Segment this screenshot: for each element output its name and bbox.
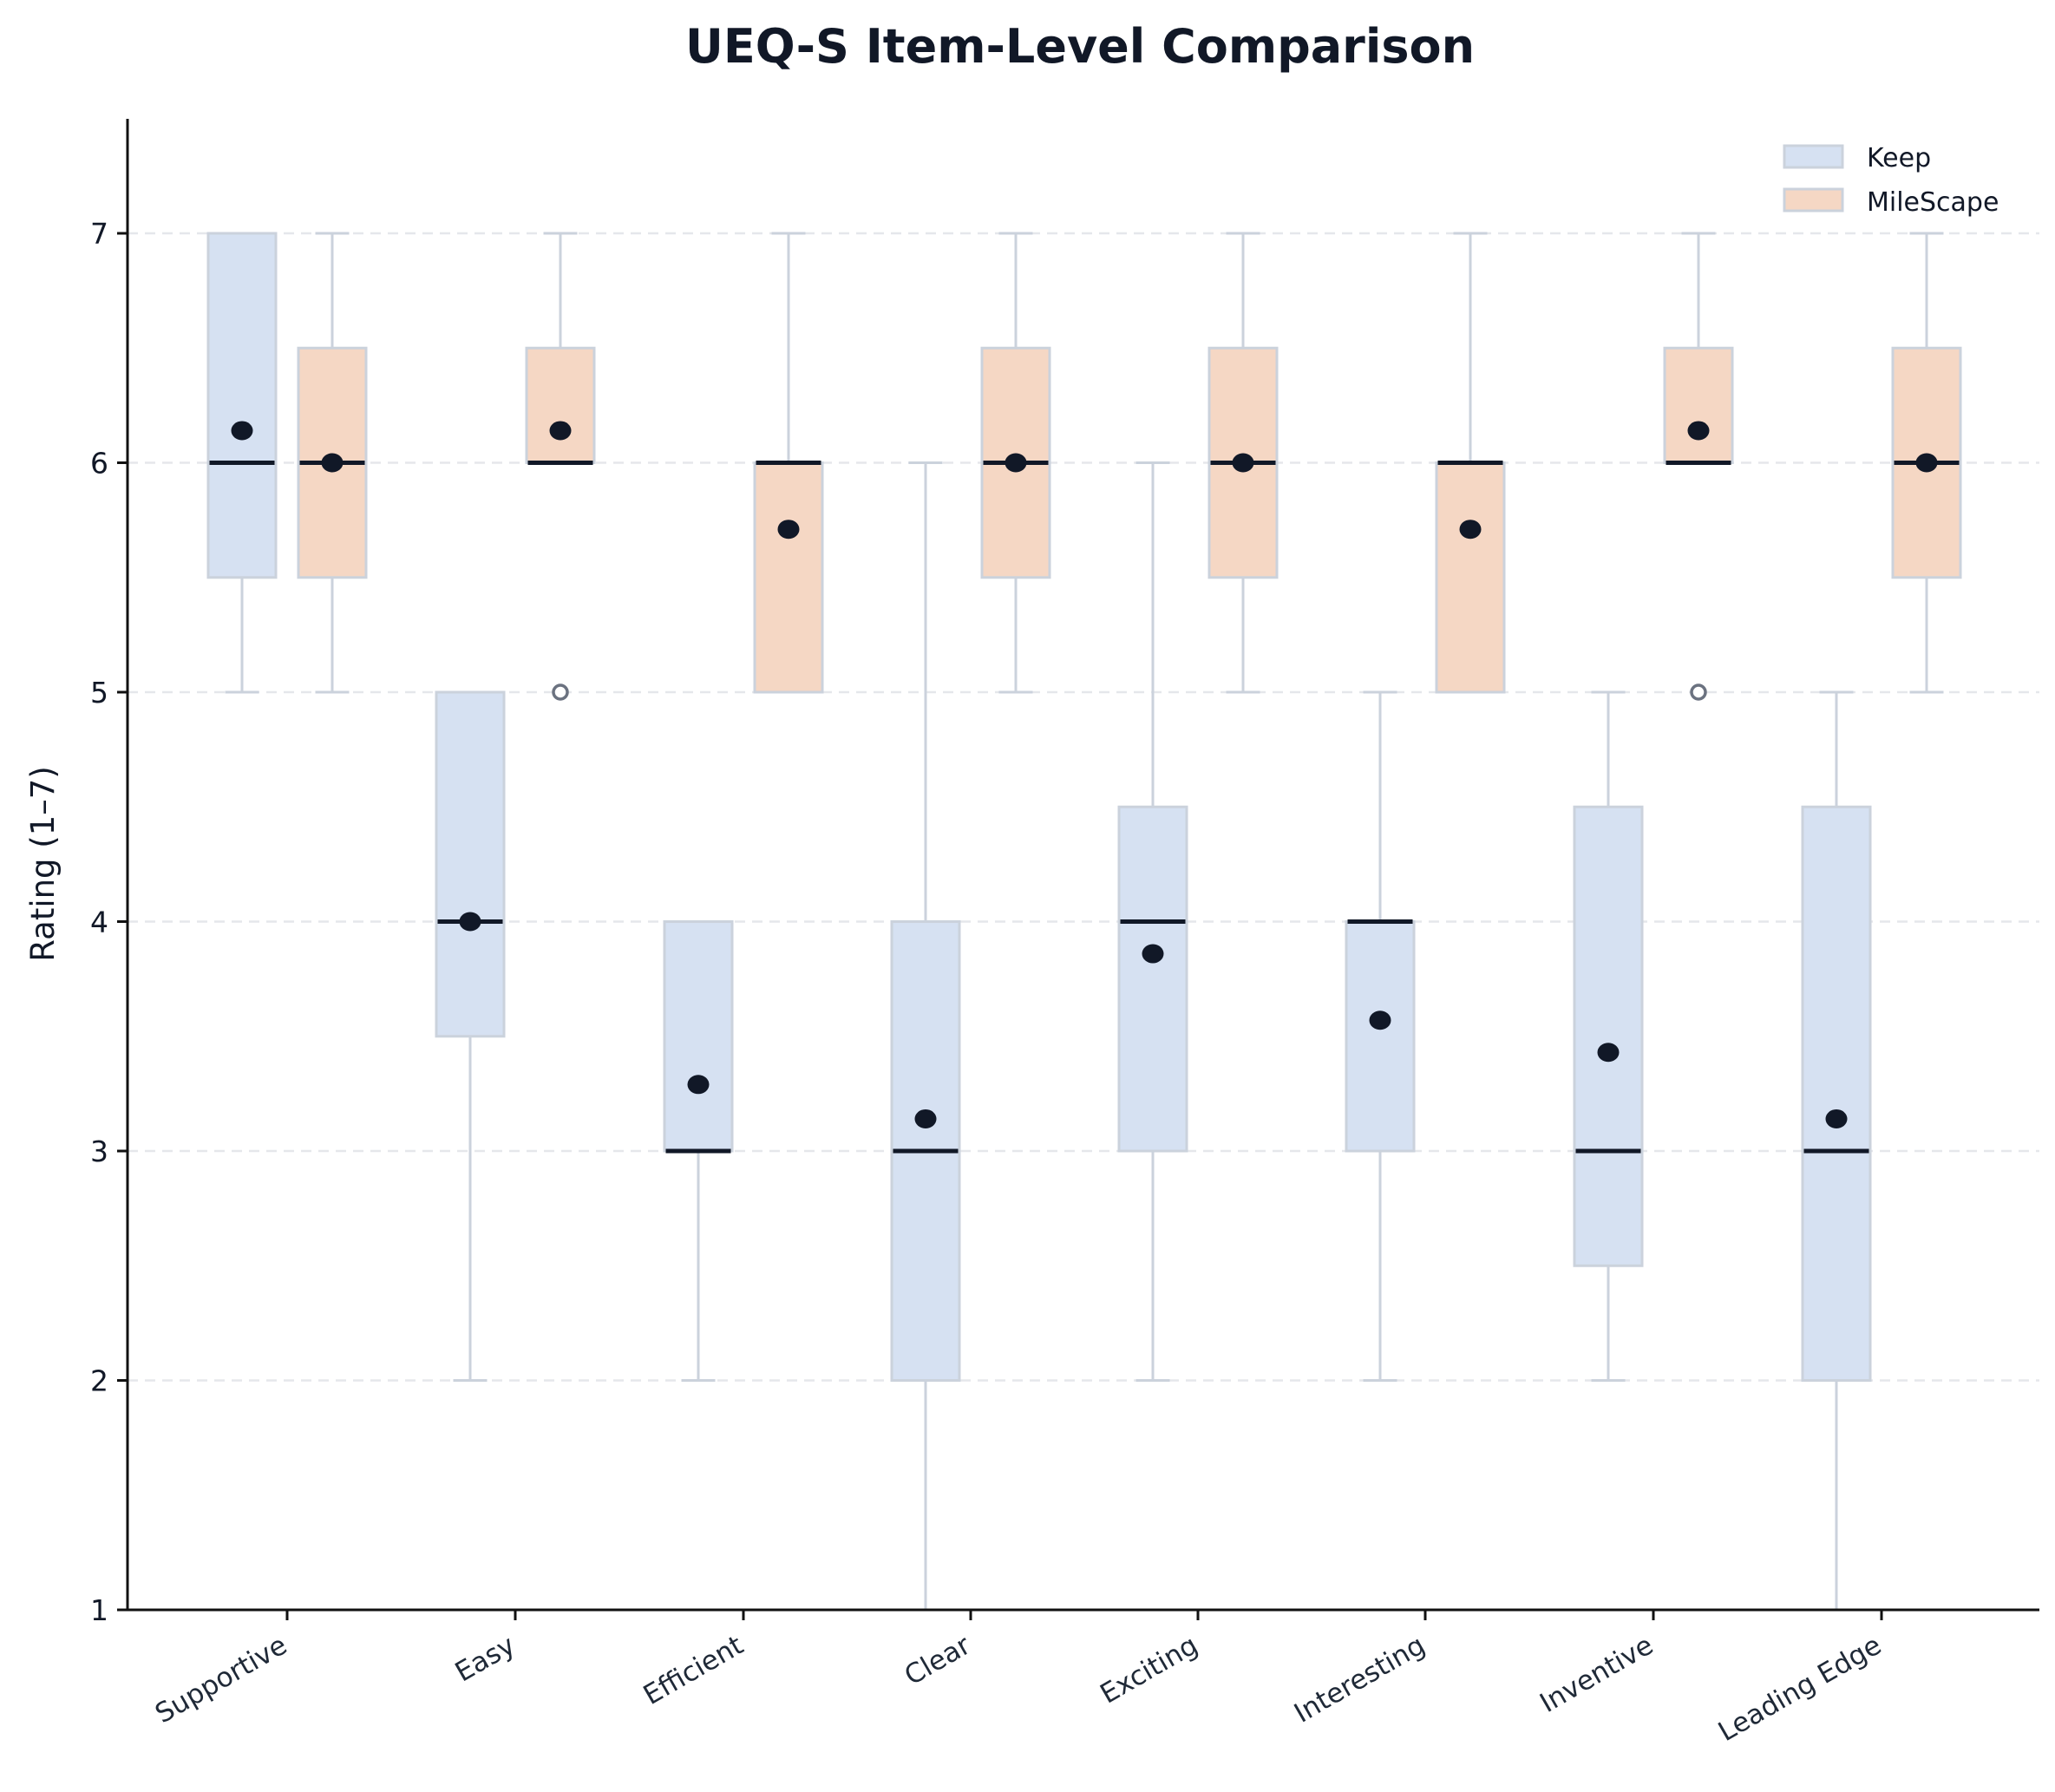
box-keep-clear xyxy=(890,461,961,1612)
x-tick-label: Easy xyxy=(450,1630,520,1689)
box-keep-interesting xyxy=(1345,690,1416,1382)
box-iqr xyxy=(525,346,596,464)
box-iqr xyxy=(663,920,734,1153)
mean-marker xyxy=(1687,421,1710,441)
mean-marker xyxy=(549,421,572,441)
mean-marker xyxy=(777,520,800,540)
box-iqr xyxy=(1345,920,1416,1153)
box-iqr xyxy=(1663,346,1734,464)
x-axis-ticks: Supportive Easy Efficient Clear Exciting Inte… xyxy=(150,1610,1887,1748)
box-milescape-easy xyxy=(525,232,596,701)
mean-marker xyxy=(459,912,481,932)
x-tick-label: Efficient xyxy=(638,1630,749,1711)
mean-marker xyxy=(231,421,253,441)
box-keep-leading-edge xyxy=(1801,690,1872,1612)
box-milescape-supportive xyxy=(297,232,368,694)
axes xyxy=(126,119,2039,1612)
box-iqr xyxy=(1117,805,1188,1153)
box-iqr xyxy=(206,232,278,579)
box-milescape-exciting xyxy=(1207,232,1279,694)
y-tick-label: 2 xyxy=(90,1364,108,1398)
mean-marker xyxy=(1369,1010,1391,1030)
box-milescape-inventive xyxy=(1663,232,1734,701)
y-tick-label: 3 xyxy=(90,1135,108,1168)
x-tick-label: Leading Edge xyxy=(1713,1630,1887,1748)
box-iqr xyxy=(1801,805,1872,1382)
box-iqr xyxy=(435,690,506,1038)
y-tick-label: 5 xyxy=(90,676,108,710)
mean-marker xyxy=(1232,453,1254,473)
box-keep-supportive xyxy=(206,232,278,694)
mean-marker xyxy=(1825,1109,1848,1128)
legend-label-milescape: MileScape xyxy=(1867,187,1999,218)
legend: Keep MileScape xyxy=(1783,143,1999,218)
box-keep-efficient xyxy=(663,920,734,1382)
outlier-marker xyxy=(1690,683,1707,701)
box-keep-easy xyxy=(435,690,506,1382)
box-keep-exciting xyxy=(1117,461,1188,1382)
mean-marker xyxy=(321,453,344,473)
y-axis-ticks: 1 2 3 4 5 6 7 xyxy=(90,217,128,1627)
box-keep-inventive xyxy=(1573,690,1644,1382)
box-milescape-clear xyxy=(980,232,1051,694)
mean-marker xyxy=(1597,1043,1620,1063)
legend-label-keep: Keep xyxy=(1867,143,1931,173)
x-tick-label: Exciting xyxy=(1095,1630,1203,1710)
box-iqr xyxy=(753,461,824,694)
x-tick-label: Supportive xyxy=(150,1630,292,1730)
box-milescape-efficient xyxy=(753,232,824,694)
mean-marker xyxy=(914,1109,937,1128)
x-tick-label: Interesting xyxy=(1289,1630,1430,1730)
mean-marker xyxy=(1915,453,1938,473)
y-tick-label: 1 xyxy=(90,1593,108,1627)
y-tick-label: 6 xyxy=(90,447,108,481)
chart-title: UEQ-S Item-Level Comparison xyxy=(685,19,1475,74)
box-milescape-interesting xyxy=(1435,232,1506,694)
grid-lines xyxy=(128,232,2039,1382)
box-iqr xyxy=(1435,461,1506,694)
mean-marker xyxy=(1005,453,1027,473)
mean-marker xyxy=(687,1075,710,1095)
y-axis-label: Rating (1–7) xyxy=(24,766,62,962)
legend-swatch-milescape xyxy=(1783,187,1844,213)
x-tick-label: Inventive xyxy=(1535,1630,1659,1719)
mean-marker xyxy=(1459,520,1482,540)
outlier-marker xyxy=(552,683,569,701)
x-tick-label: Clear xyxy=(900,1630,976,1692)
box-milescape-leading-edge xyxy=(1891,232,1962,694)
box-groups xyxy=(206,232,1962,1612)
y-tick-label: 4 xyxy=(90,906,108,939)
box-iqr xyxy=(1573,805,1644,1267)
mean-marker xyxy=(1142,944,1164,964)
legend-swatch-keep xyxy=(1783,144,1844,169)
y-tick-label: 7 xyxy=(90,217,108,251)
